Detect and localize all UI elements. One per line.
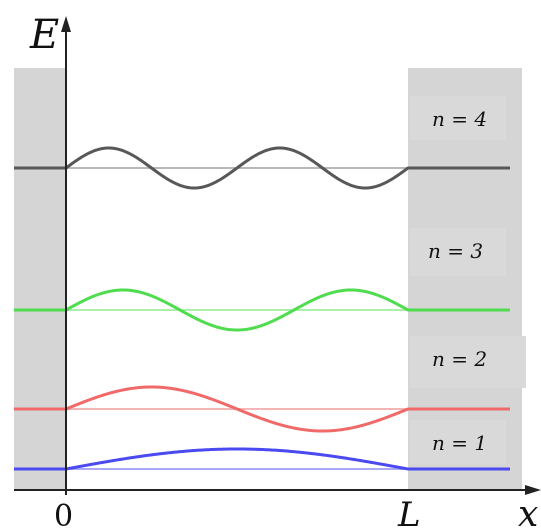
label-box-n1 bbox=[410, 420, 506, 464]
position-axis-arrow-icon bbox=[525, 485, 541, 495]
origin-tick-label: 0 bbox=[54, 499, 73, 528]
label-box-n3 bbox=[410, 228, 506, 276]
energy-levels bbox=[14, 146, 510, 471]
position-axis-label: x bbox=[518, 494, 538, 528]
level-label-n1: n = 1 bbox=[432, 431, 487, 455]
energy-axis-label: E bbox=[29, 12, 59, 58]
label-box-n2 bbox=[410, 336, 526, 388]
level-label-n3: n = 3 bbox=[428, 239, 483, 263]
level-label-n2: n = 2 bbox=[432, 347, 487, 371]
well-width-tick-label: L bbox=[397, 495, 421, 528]
wavefunction-n1 bbox=[14, 447, 510, 471]
wavefunction-n3 bbox=[14, 288, 510, 332]
left-wall bbox=[14, 68, 66, 490]
wavefunction-n2 bbox=[14, 385, 510, 433]
level-label-n4: n = 4 bbox=[432, 107, 487, 131]
label-box-n4 bbox=[410, 96, 506, 140]
energy-axis-arrow-icon bbox=[61, 16, 71, 32]
wavefunction-n4 bbox=[14, 146, 510, 190]
